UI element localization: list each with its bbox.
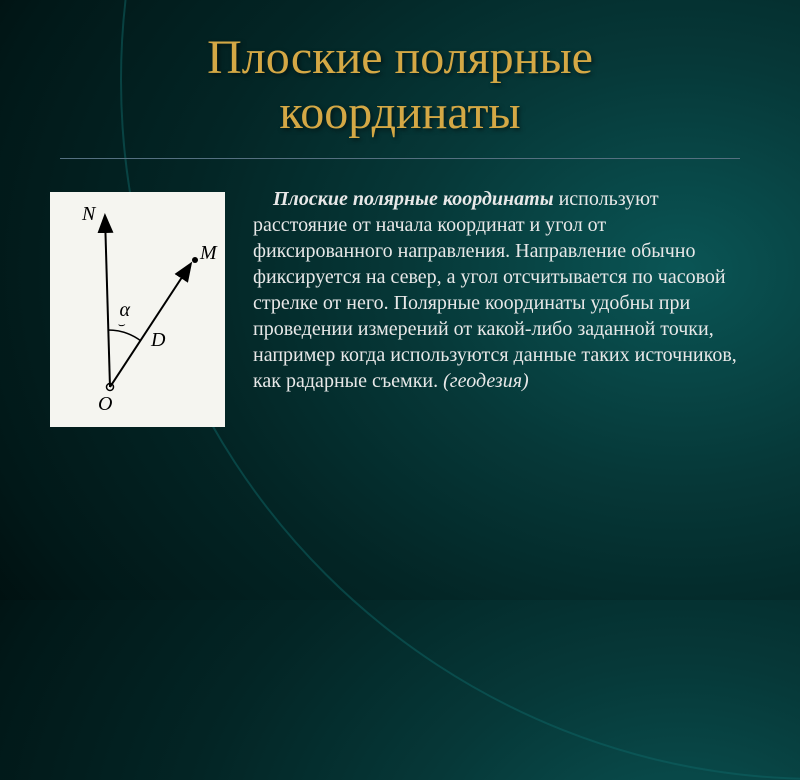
- label-m: M: [199, 242, 218, 264]
- body-paragraph: Плоские полярные координаты используют р…: [253, 186, 750, 394]
- content-area: N M O D α ⌣ Плоские полярные координаты …: [0, 159, 800, 427]
- body-main-text: используют расстояние от начала координа…: [253, 188, 737, 392]
- title-line-1: Плоские полярные: [207, 31, 593, 84]
- title-line-2: координаты: [279, 86, 520, 139]
- label-d: D: [150, 329, 166, 351]
- n-axis-line: [105, 217, 110, 387]
- label-alpha: α ⌣: [117, 299, 135, 331]
- body-source: (геодезия): [443, 370, 529, 392]
- angle-arc: [108, 330, 141, 341]
- label-o: O: [98, 393, 112, 415]
- body-emphasis: Плоские полярные координаты: [273, 188, 554, 210]
- body-text-block: Плоские полярные координаты используют р…: [253, 184, 750, 427]
- slide-title: Плоские полярные координаты: [0, 0, 800, 140]
- polar-diagram: N M O D α ⌣: [50, 192, 225, 427]
- m-point: [192, 257, 198, 263]
- label-n: N: [81, 203, 97, 225]
- diagram-svg: N M O D α ⌣: [50, 192, 225, 427]
